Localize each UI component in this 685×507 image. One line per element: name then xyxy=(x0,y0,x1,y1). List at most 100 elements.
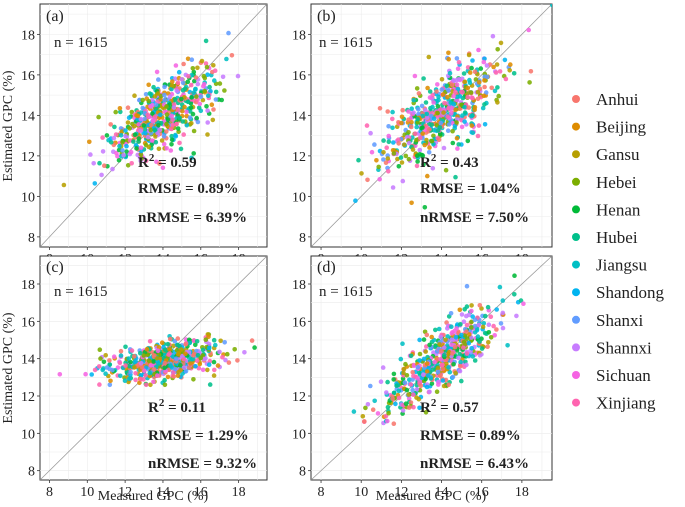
data-point xyxy=(469,308,474,314)
data-point xyxy=(212,367,217,373)
data-point xyxy=(200,347,206,353)
data-point xyxy=(108,122,113,127)
data-point xyxy=(481,59,487,65)
data-point xyxy=(180,119,186,124)
data-point xyxy=(129,348,135,353)
data-point xyxy=(410,135,415,140)
sample-count: n = 1615 xyxy=(54,284,107,300)
data-point xyxy=(439,363,445,368)
data-point xyxy=(169,133,174,139)
data-point xyxy=(390,396,395,402)
data-point xyxy=(183,342,188,347)
data-point xyxy=(476,47,481,53)
data-point xyxy=(370,407,376,413)
data-point xyxy=(365,177,370,183)
data-point xyxy=(199,58,205,64)
data-point xyxy=(61,182,67,188)
data-point xyxy=(498,321,504,326)
data-point xyxy=(488,314,494,320)
data-point xyxy=(203,38,209,44)
data-point xyxy=(462,307,468,312)
data-point xyxy=(218,338,223,344)
data-point xyxy=(466,340,472,346)
legend-label: Jiangsu xyxy=(596,256,648,275)
data-point xyxy=(103,371,108,377)
data-point xyxy=(435,114,440,119)
data-point xyxy=(159,340,165,346)
data-point xyxy=(417,370,422,376)
data-point xyxy=(458,359,463,365)
data-point xyxy=(518,298,524,303)
data-point xyxy=(206,334,211,340)
legend-item: Sichuan xyxy=(572,366,651,385)
data-point xyxy=(175,336,181,341)
data-point xyxy=(98,356,103,361)
data-point xyxy=(450,128,455,134)
r2-superscript: 2 xyxy=(431,152,437,164)
data-point xyxy=(138,128,143,134)
data-point xyxy=(211,337,217,343)
data-point xyxy=(147,370,153,376)
data-point xyxy=(380,365,386,370)
data-point xyxy=(427,145,432,150)
data-point xyxy=(399,160,405,165)
r2-base: R xyxy=(148,400,159,416)
data-point xyxy=(132,93,137,98)
data-point xyxy=(377,106,383,111)
data-point xyxy=(364,123,370,128)
data-point xyxy=(411,392,416,398)
data-point xyxy=(482,84,487,90)
data-point xyxy=(211,373,217,378)
data-point xyxy=(127,376,132,382)
data-point xyxy=(483,90,489,95)
y-tick-label: 10 xyxy=(21,427,35,442)
data-point xyxy=(138,145,144,151)
y-tick-label: 16 xyxy=(21,69,35,84)
data-point xyxy=(469,303,474,308)
data-point xyxy=(507,68,512,73)
data-point xyxy=(178,362,183,368)
data-point xyxy=(145,112,150,117)
data-point xyxy=(157,127,163,133)
data-point xyxy=(402,380,408,385)
data-point xyxy=(217,81,223,86)
data-point xyxy=(154,69,160,75)
y-tick-label: 10 xyxy=(21,190,35,205)
data-point xyxy=(378,379,384,385)
data-point xyxy=(138,377,144,382)
data-point xyxy=(200,97,206,103)
data-point xyxy=(205,120,210,125)
data-point xyxy=(197,361,203,367)
data-point xyxy=(441,110,446,115)
data-point xyxy=(408,124,414,130)
data-point xyxy=(452,328,458,334)
data-point xyxy=(411,404,416,410)
data-point xyxy=(477,353,483,358)
y-tick-label: 14 xyxy=(21,109,35,124)
data-point xyxy=(213,342,218,348)
y-tick-label: 8 xyxy=(28,465,35,480)
data-point xyxy=(360,414,366,419)
data-point xyxy=(185,56,191,62)
legend-swatch xyxy=(572,205,580,214)
data-point xyxy=(439,87,445,92)
data-point xyxy=(385,379,390,385)
data-point xyxy=(424,369,430,374)
data-point xyxy=(461,71,467,76)
data-point xyxy=(190,356,196,362)
data-point xyxy=(126,115,132,120)
data-point xyxy=(119,129,125,134)
data-point xyxy=(442,100,447,106)
data-point xyxy=(462,110,468,115)
data-point xyxy=(176,107,181,113)
y-tick-label: 18 xyxy=(292,28,306,43)
legend-label: Henan xyxy=(596,200,641,219)
data-point xyxy=(436,137,442,143)
data-point xyxy=(170,79,175,84)
data-point xyxy=(144,346,150,352)
data-point xyxy=(400,376,406,382)
data-point xyxy=(458,364,463,369)
data-point xyxy=(417,147,423,153)
data-point xyxy=(464,329,469,334)
